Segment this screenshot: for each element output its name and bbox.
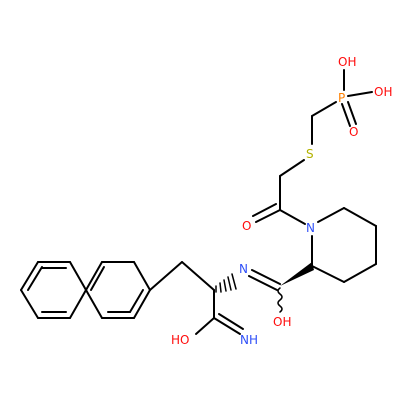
bond (248, 275, 278, 291)
bond (195, 317, 215, 335)
bond (149, 261, 183, 291)
bond (85, 289, 103, 319)
bond (347, 101, 357, 125)
bond (347, 91, 373, 97)
bond (133, 289, 151, 319)
atom-label-n-imine: N (239, 262, 248, 276)
bond (343, 263, 377, 283)
hashed-wedge (215, 273, 237, 293)
bond (317, 207, 345, 223)
atom-label-oh-top: OH (338, 55, 356, 69)
bond (20, 289, 39, 319)
atom-label-p: P (338, 91, 345, 105)
bond (85, 261, 103, 291)
bond (133, 261, 151, 291)
bond (69, 289, 87, 319)
naphthalene-ring (20, 261, 151, 319)
atom-label-oh-imidic: OH (273, 315, 291, 329)
bond (213, 317, 241, 335)
bond (279, 159, 305, 177)
wavy-bond (277, 287, 283, 313)
bond (341, 103, 351, 127)
bond (181, 261, 215, 291)
bond (129, 289, 144, 313)
bond (218, 313, 244, 330)
bond (251, 269, 281, 285)
bond (69, 261, 87, 291)
bond (255, 209, 281, 223)
atom-label-s: S (306, 147, 314, 161)
bond (20, 261, 39, 291)
atom-label-nh: NH (240, 333, 258, 347)
piperidine-ring (311, 207, 377, 283)
atom-label-oh-right: OH (374, 85, 392, 99)
atom-label-ho: HO (171, 333, 189, 347)
bond (279, 209, 306, 225)
bond (90, 266, 105, 291)
bond (27, 266, 43, 291)
bond (311, 265, 345, 283)
bond (252, 203, 277, 217)
atom-label-o-phosphoryl: O (349, 125, 358, 139)
atom-label-o-carbonyl: O (242, 219, 251, 233)
bold-wedge (280, 262, 314, 286)
atom-label-n-ring: N (306, 221, 315, 235)
bond (343, 207, 377, 227)
bond (311, 101, 337, 117)
